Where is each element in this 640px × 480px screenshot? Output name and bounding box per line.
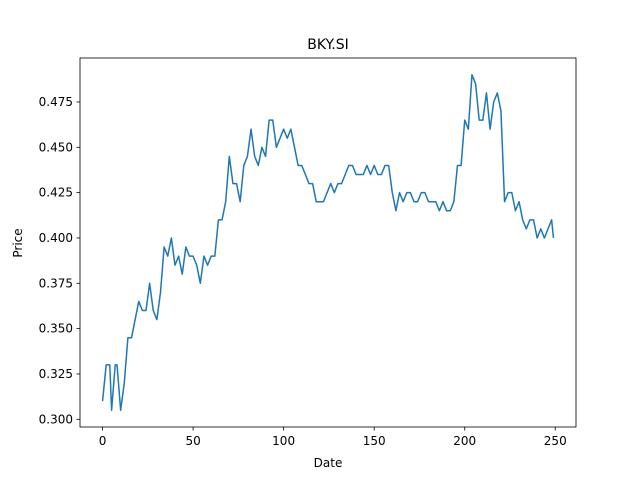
x-tick-label: 50: [185, 434, 200, 448]
y-tick-label: 0.375: [39, 276, 73, 290]
y-tick-label: 0.475: [39, 95, 73, 109]
y-tick-label: 0.400: [39, 231, 73, 245]
x-tick-label: 250: [544, 434, 567, 448]
x-tick-label: 150: [363, 434, 386, 448]
x-tick-label: 0: [99, 434, 107, 448]
plot-frame: [79, 57, 577, 428]
data-line: [101, 74, 555, 411]
y-tick-label: 0.425: [39, 186, 73, 200]
y-tick-label: 0.300: [39, 412, 73, 426]
y-tick-label: 0.325: [39, 367, 73, 381]
chart-title: BKY.SI: [307, 37, 348, 53]
y-tick-label: 0.450: [39, 140, 73, 154]
x-tick-label: 100: [272, 434, 295, 448]
y-axis-label: Price: [11, 228, 25, 257]
y-tick-label: 0.350: [39, 322, 73, 336]
x-tick-label: 200: [453, 434, 476, 448]
x-axis-label: Date: [314, 456, 343, 470]
